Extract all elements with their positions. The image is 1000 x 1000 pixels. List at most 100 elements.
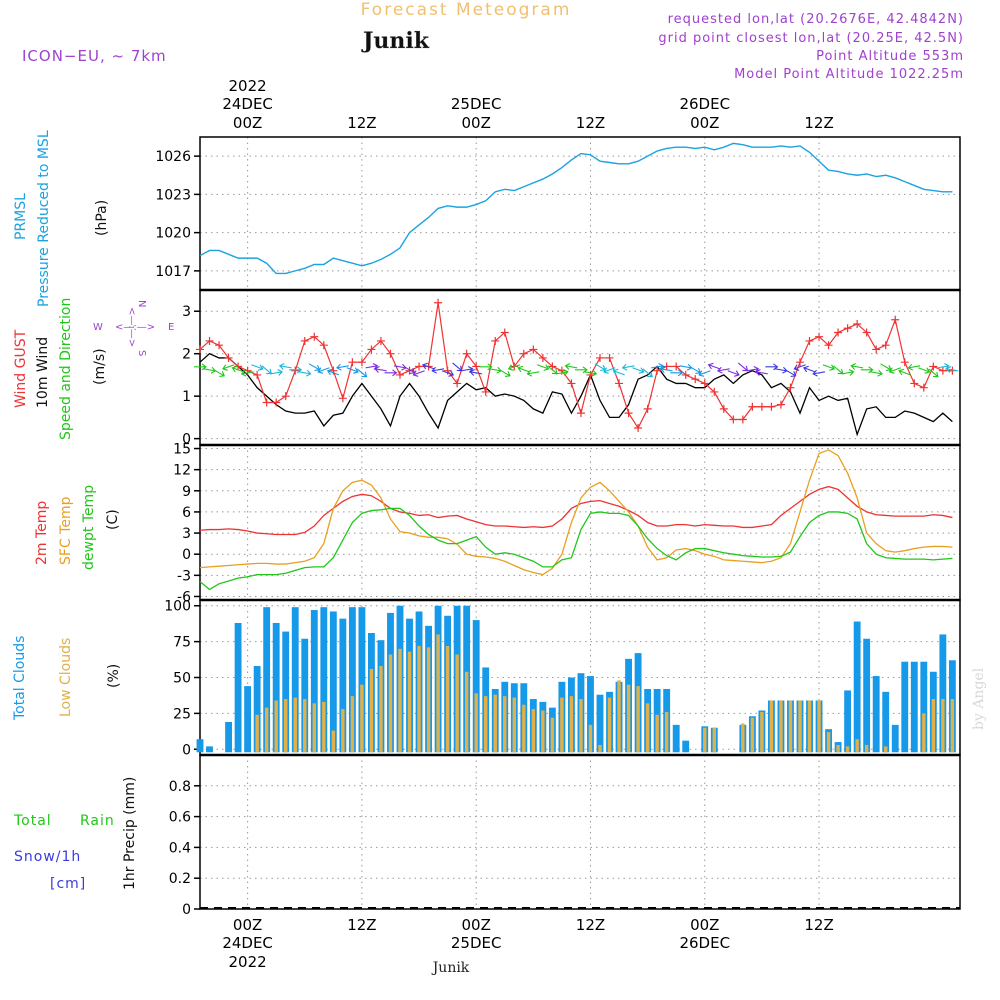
gust-point xyxy=(348,358,357,367)
low-cloud-bar xyxy=(607,697,612,753)
cloud-labels: Total Clouds Low Clouds (%) xyxy=(12,636,122,721)
wind-direction-arrow xyxy=(289,366,303,374)
gust-point xyxy=(729,415,738,424)
precip-frame xyxy=(199,754,961,910)
y-tick-label: 0 xyxy=(182,432,191,448)
low-cloud-bar xyxy=(712,727,716,753)
low-cloud-bar xyxy=(503,696,507,753)
total-cloud-bar xyxy=(253,666,261,753)
total-cloud-bar xyxy=(310,610,318,753)
total-cloud-bar xyxy=(329,611,337,753)
low-cloud-bar xyxy=(341,709,345,753)
y-tick-label: 0 xyxy=(182,547,191,563)
dewpt-line xyxy=(199,507,953,591)
ms-label: (m/s) xyxy=(92,348,108,385)
wind-direction-arrow xyxy=(642,368,653,378)
low-cloud-bar xyxy=(264,707,269,753)
y-tick-label: 0 xyxy=(182,902,191,918)
total-cloud-bar xyxy=(910,661,918,753)
wind-direction-arrow xyxy=(716,366,730,374)
gust-point xyxy=(462,349,471,358)
wind-direction-arrow xyxy=(194,363,207,371)
gust-point xyxy=(757,402,766,411)
y-tick-label: 12 xyxy=(173,463,191,479)
y-tick-label: 1023 xyxy=(155,187,191,203)
gust-point xyxy=(624,409,633,418)
low-cloud-bar xyxy=(931,699,936,753)
total-cloud-bar xyxy=(348,607,356,753)
wind-direction-arrow xyxy=(860,366,874,374)
top-hour-label: 12Z xyxy=(804,114,833,132)
wind-series xyxy=(194,298,959,437)
low-cloud-bar xyxy=(312,703,316,753)
y-tick-label: 2 xyxy=(182,347,191,363)
wind-direction-arrow xyxy=(812,369,826,377)
total-cloud-bar xyxy=(863,638,871,753)
gust-point xyxy=(748,402,757,411)
wind-direction-arrow xyxy=(240,369,254,377)
low-cloud-bar xyxy=(426,647,431,753)
model-name: ICON−EU, ~ 7km xyxy=(22,47,167,65)
low-cloud-bar xyxy=(826,732,831,753)
watermark: by Angel xyxy=(971,667,987,730)
bottom-hour-label: 12Z xyxy=(804,916,833,934)
wind-direction-arrow xyxy=(499,369,511,377)
gust-point xyxy=(405,366,414,375)
low-cloud-bar xyxy=(484,696,488,753)
wind-direction-arrow xyxy=(612,368,625,376)
top-hour-label: 00Z xyxy=(462,114,491,132)
wind-direction-arrow xyxy=(374,366,387,373)
c-label: (C) xyxy=(105,509,121,530)
wind-direction-arrow xyxy=(507,364,521,371)
low-cloud-bar xyxy=(464,671,469,753)
low-cloud-bar xyxy=(455,654,459,753)
bottom-hour-label: 00Z xyxy=(233,916,262,934)
wind-panel: 0 1 2 3 xyxy=(182,289,961,448)
point-altitude: Point Altitude 553m xyxy=(816,49,964,64)
gust-point xyxy=(319,341,328,350)
wind-direction-arrow xyxy=(803,365,816,373)
low-cloud-bar xyxy=(598,744,602,753)
wind-direction-arrow xyxy=(898,368,911,376)
prmsl-label: PRMSL xyxy=(13,193,29,240)
gust-point xyxy=(767,402,776,411)
gust-point xyxy=(367,345,376,354)
low-cloud-bar xyxy=(645,703,650,753)
gust-point xyxy=(672,362,681,371)
gust-point xyxy=(605,353,614,362)
gust-point xyxy=(396,370,404,379)
gust-point xyxy=(853,319,862,328)
gust-point xyxy=(357,358,366,367)
compass-arrows: <—:—> xyxy=(115,322,155,333)
cm-label: [cm] xyxy=(50,876,86,892)
wind-direction-arrow xyxy=(822,364,836,371)
gust-point xyxy=(253,370,262,379)
gust-point xyxy=(224,353,233,362)
low-cloud-bar xyxy=(350,696,355,753)
bottom-date-label: 25DEC xyxy=(451,934,502,952)
wind-direction-arrow xyxy=(270,369,284,376)
wind-direction-arrow xyxy=(632,367,645,374)
low-cloud-bar xyxy=(398,648,402,753)
low-cloud-bar xyxy=(950,699,955,753)
temperature-series xyxy=(199,449,953,591)
low-clouds-label: Low Clouds xyxy=(58,638,74,717)
t2m-line xyxy=(199,485,953,536)
total-cloud-bar xyxy=(196,739,204,753)
pressure-line xyxy=(199,142,953,275)
gust-label: Wind GUST xyxy=(13,329,29,408)
wind-direction-arrow xyxy=(412,370,425,377)
wind-direction-arrow xyxy=(841,369,855,376)
gust-point xyxy=(776,400,785,409)
low-cloud-bar xyxy=(445,645,450,753)
gust-point xyxy=(862,328,871,337)
gust-point xyxy=(710,387,719,396)
total-cloud-bar xyxy=(891,724,899,753)
total-cloud-bar xyxy=(272,622,280,753)
gust-point xyxy=(576,409,585,418)
top-hour-label: 12Z xyxy=(347,114,376,132)
low-cloud-bar xyxy=(579,699,583,753)
low-cloud-bar xyxy=(855,739,859,753)
wind-direction-arrow xyxy=(431,366,445,374)
low-cloud-bar xyxy=(560,697,564,753)
